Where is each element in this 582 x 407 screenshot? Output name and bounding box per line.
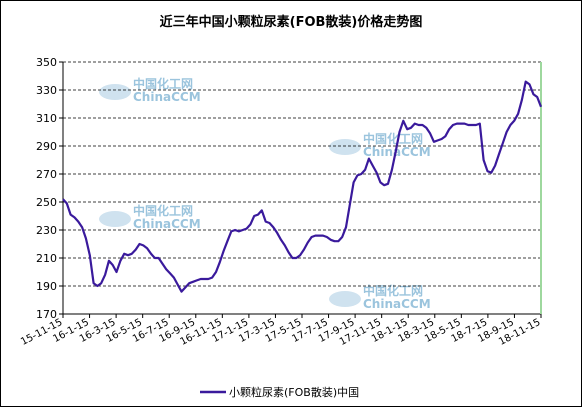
legend-label: 小颗粒尿素(FOB散装)中国 <box>229 385 359 399</box>
y-tick-label: 310 <box>36 112 57 125</box>
chart-title: 近三年中国小颗粒尿素(FOB散装)价格走势图 <box>160 14 423 30</box>
watermark-layer: 中国化工网ChinaCCM中国化工网ChinaCCM中国化工网ChinaCCM中… <box>99 76 431 311</box>
watermark-text-en-3: ChinaCCM <box>363 297 431 311</box>
watermark-logo-1 <box>99 211 131 227</box>
x-axis-ticks: 15-11-1516-1-1516-3-1516-5-1516-7-1516-9… <box>19 314 542 348</box>
watermark-logo-2 <box>329 139 361 155</box>
y-axis-ticks: 170 190 210 230 250 270 290 310 330 350 <box>36 56 63 321</box>
series-layer <box>62 80 543 293</box>
watermark-text-cn-0: 中国化工网 <box>133 76 193 91</box>
y-tick-label: 210 <box>36 252 57 265</box>
watermark-text-en-1: ChinaCCM <box>133 217 201 231</box>
watermark-logo-0 <box>99 84 131 100</box>
y-tick-label: 350 <box>36 56 57 69</box>
watermark-logo-3 <box>329 291 361 307</box>
y-tick-label: 330 <box>36 84 57 97</box>
watermark-text-cn-1: 中国化工网 <box>133 203 193 218</box>
watermark-text-cn-2: 中国化工网 <box>363 131 423 146</box>
y-tick-label: 270 <box>36 168 57 181</box>
y-tick-label: 190 <box>36 280 57 293</box>
legend: 小颗粒尿素(FOB散装)中国 <box>200 385 359 399</box>
y-tick-label: 250 <box>36 196 57 209</box>
watermark-text-cn-3: 中国化工网 <box>363 283 423 298</box>
watermark-text-en-0: ChinaCCM <box>133 90 201 104</box>
series-line-0 <box>62 80 543 293</box>
y-tick-label: 170 <box>36 308 57 321</box>
y-tick-label: 290 <box>36 140 57 153</box>
watermark-text-en-2: ChinaCCM <box>363 145 431 159</box>
y-tick-label: 230 <box>36 224 57 237</box>
